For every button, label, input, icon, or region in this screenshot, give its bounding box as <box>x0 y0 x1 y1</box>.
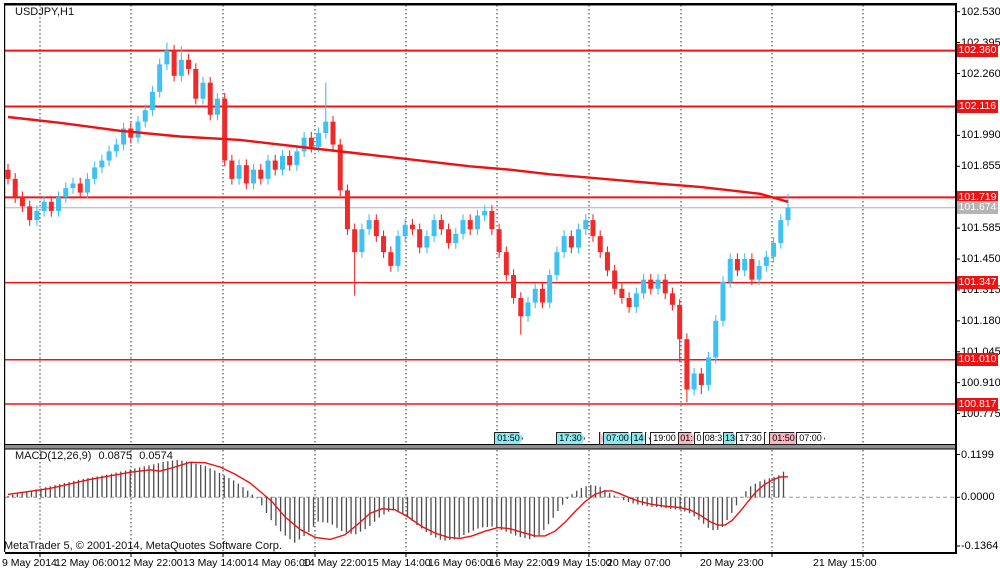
price-level-badge: 101.010 <box>957 353 998 367</box>
price-tick-label: 102.260 <box>961 67 1000 80</box>
time-tag[interactable]: 14 <box>631 432 646 445</box>
time-tag[interactable]: 01:50 <box>494 432 523 445</box>
time-tick-label: 12 May 06:00 <box>55 557 119 569</box>
time-tag[interactable]: 01: <box>678 432 695 445</box>
price-tick-label: 101.450 <box>961 253 1000 265</box>
time-tick-label: 16 May 06:00 <box>428 557 492 569</box>
copyright-text: MetaTrader 5, © 2001-2014, MetaQuotes So… <box>4 540 282 552</box>
price-level-badge: 100.817 <box>957 397 998 411</box>
price-tick-label: 100.910 <box>961 376 1000 389</box>
current-price-badge: 101.674 <box>957 201 998 215</box>
time-tag[interactable]: 07:00 <box>796 432 825 445</box>
price-tick-label: 100.775 <box>961 407 1000 420</box>
time-tick-label: 20 May 07:00 <box>607 557 671 569</box>
price-level-badge: 102.116 <box>957 100 998 113</box>
macd-name: MACD(12,26,9) <box>15 450 92 462</box>
macd-main-value: 0.0875 <box>98 450 133 462</box>
price-level-badge: 101.347 <box>957 276 998 290</box>
macd-signal-value: 0.0574 <box>139 450 173 462</box>
macd-tick-label: 0.0000 <box>961 491 995 504</box>
price-tick-label: 101.855 <box>961 160 1000 173</box>
price-tick-label: 102.530 <box>961 5 1000 18</box>
macd-indicator-label: MACD(12,26,9) 0.0875 0.0574 <box>15 450 177 462</box>
price-tick-label: 101.585 <box>961 222 1000 235</box>
time-tick-label: 13 May 14:00 <box>183 557 247 569</box>
price-level-badge: 101.719 <box>957 190 998 204</box>
time-tag[interactable]: 17:30 <box>736 432 765 445</box>
time-tag[interactable]: 07:00 <box>603 432 632 445</box>
time-tick-label: 19 May 15:00 <box>548 557 612 569</box>
symbol-timeframe-label: USDJPY,H1 <box>15 6 75 18</box>
price-tick-label: 101.990 <box>961 129 1000 142</box>
time-tick-label: 14 May 06:00 <box>247 557 311 569</box>
time-tick-label: 14 May 22:00 <box>303 557 367 569</box>
price-level-badge: 102.360 <box>957 44 998 58</box>
time-tick-label: 9 May 2014 <box>2 557 57 569</box>
time-tick-label: 16 May 22:00 <box>489 557 553 569</box>
time-tag[interactable]: 17:30 <box>556 432 585 445</box>
price-tick-label: 101.180 <box>961 314 1000 327</box>
time-tick-label: 12 May 22:00 <box>119 557 183 569</box>
time-tag[interactable]: 01:50 <box>769 432 798 445</box>
time-tag[interactable]: 08:3 <box>704 433 723 443</box>
time-tick-label: 15 May 14:00 <box>367 557 431 569</box>
time-tag[interactable]: 19:00 <box>650 432 679 445</box>
time-tick-label: 20 May 23:00 <box>700 557 764 569</box>
macd-tick-label: 0.1199 <box>961 448 994 461</box>
time-tick-label: 21 May 15:00 <box>813 557 877 569</box>
macd-tick-label: -0.1364 <box>961 540 999 552</box>
